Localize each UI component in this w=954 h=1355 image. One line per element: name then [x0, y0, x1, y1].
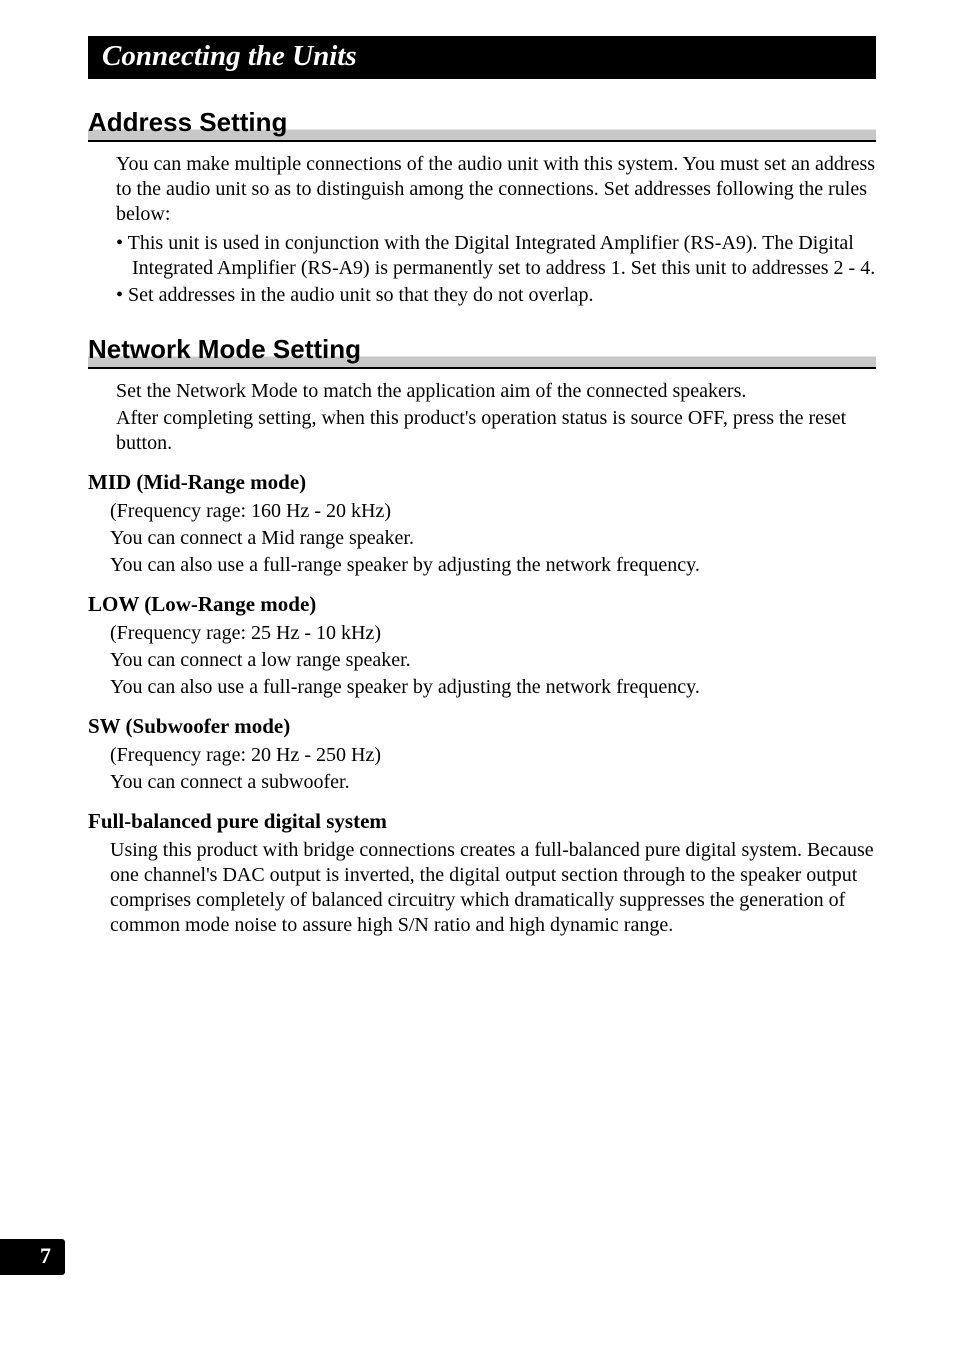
page-number-tab: 7	[0, 1239, 65, 1275]
address-bullets: This unit is used in conjunction with th…	[116, 231, 876, 308]
chapter-title: Connecting the Units	[102, 40, 357, 72]
address-bullet-2: Set addresses in the audio unit so that …	[116, 283, 876, 308]
low-body: (Frequency rage: 25 Hz - 10 kHz) You can…	[110, 621, 876, 700]
fb-body: Using this product with bridge connectio…	[110, 838, 876, 938]
section-title-network: Network Mode Setting	[88, 334, 876, 369]
low-line2: You can also use a full-range speaker by…	[110, 675, 876, 700]
sw-freq: (Frequency rage: 20 Hz - 250 Hz)	[110, 743, 876, 768]
fb-text: Using this product with bridge connectio…	[110, 838, 876, 938]
address-bullet-1: This unit is used in conjunction with th…	[116, 231, 876, 281]
sw-heading: SW (Subwoofer mode)	[88, 714, 876, 739]
address-intro: You can make multiple connections of the…	[116, 152, 876, 227]
page: Connecting the Units Address Setting You…	[0, 0, 954, 938]
address-body: You can make multiple connections of the…	[116, 152, 876, 227]
mid-heading: MID (Mid-Range mode)	[88, 470, 876, 495]
mid-freq: (Frequency rage: 160 Hz - 20 kHz)	[110, 499, 876, 524]
mid-line1: You can connect a Mid range speaker.	[110, 526, 876, 551]
section-title-network-text: Network Mode Setting	[88, 334, 361, 364]
section-title-address: Address Setting	[88, 107, 876, 142]
section-title-address-text: Address Setting	[88, 107, 287, 137]
network-intro: Set the Network Mode to match the applic…	[116, 379, 876, 456]
network-intro-1: Set the Network Mode to match the applic…	[116, 379, 876, 404]
low-line1: You can connect a low range speaker.	[110, 648, 876, 673]
network-intro-2: After completing setting, when this prod…	[116, 406, 876, 456]
sw-line1: You can connect a subwoofer.	[110, 770, 876, 795]
low-freq: (Frequency rage: 25 Hz - 10 kHz)	[110, 621, 876, 646]
sw-body: (Frequency rage: 20 Hz - 250 Hz) You can…	[110, 743, 876, 795]
mid-line2: You can also use a full-range speaker by…	[110, 553, 876, 578]
low-heading: LOW (Low-Range mode)	[88, 592, 876, 617]
mid-body: (Frequency rage: 160 Hz - 20 kHz) You ca…	[110, 499, 876, 578]
chapter-title-bar: Connecting the Units	[88, 36, 876, 79]
fb-heading: Full-balanced pure digital system	[88, 809, 876, 834]
page-number: 7	[40, 1243, 51, 1268]
